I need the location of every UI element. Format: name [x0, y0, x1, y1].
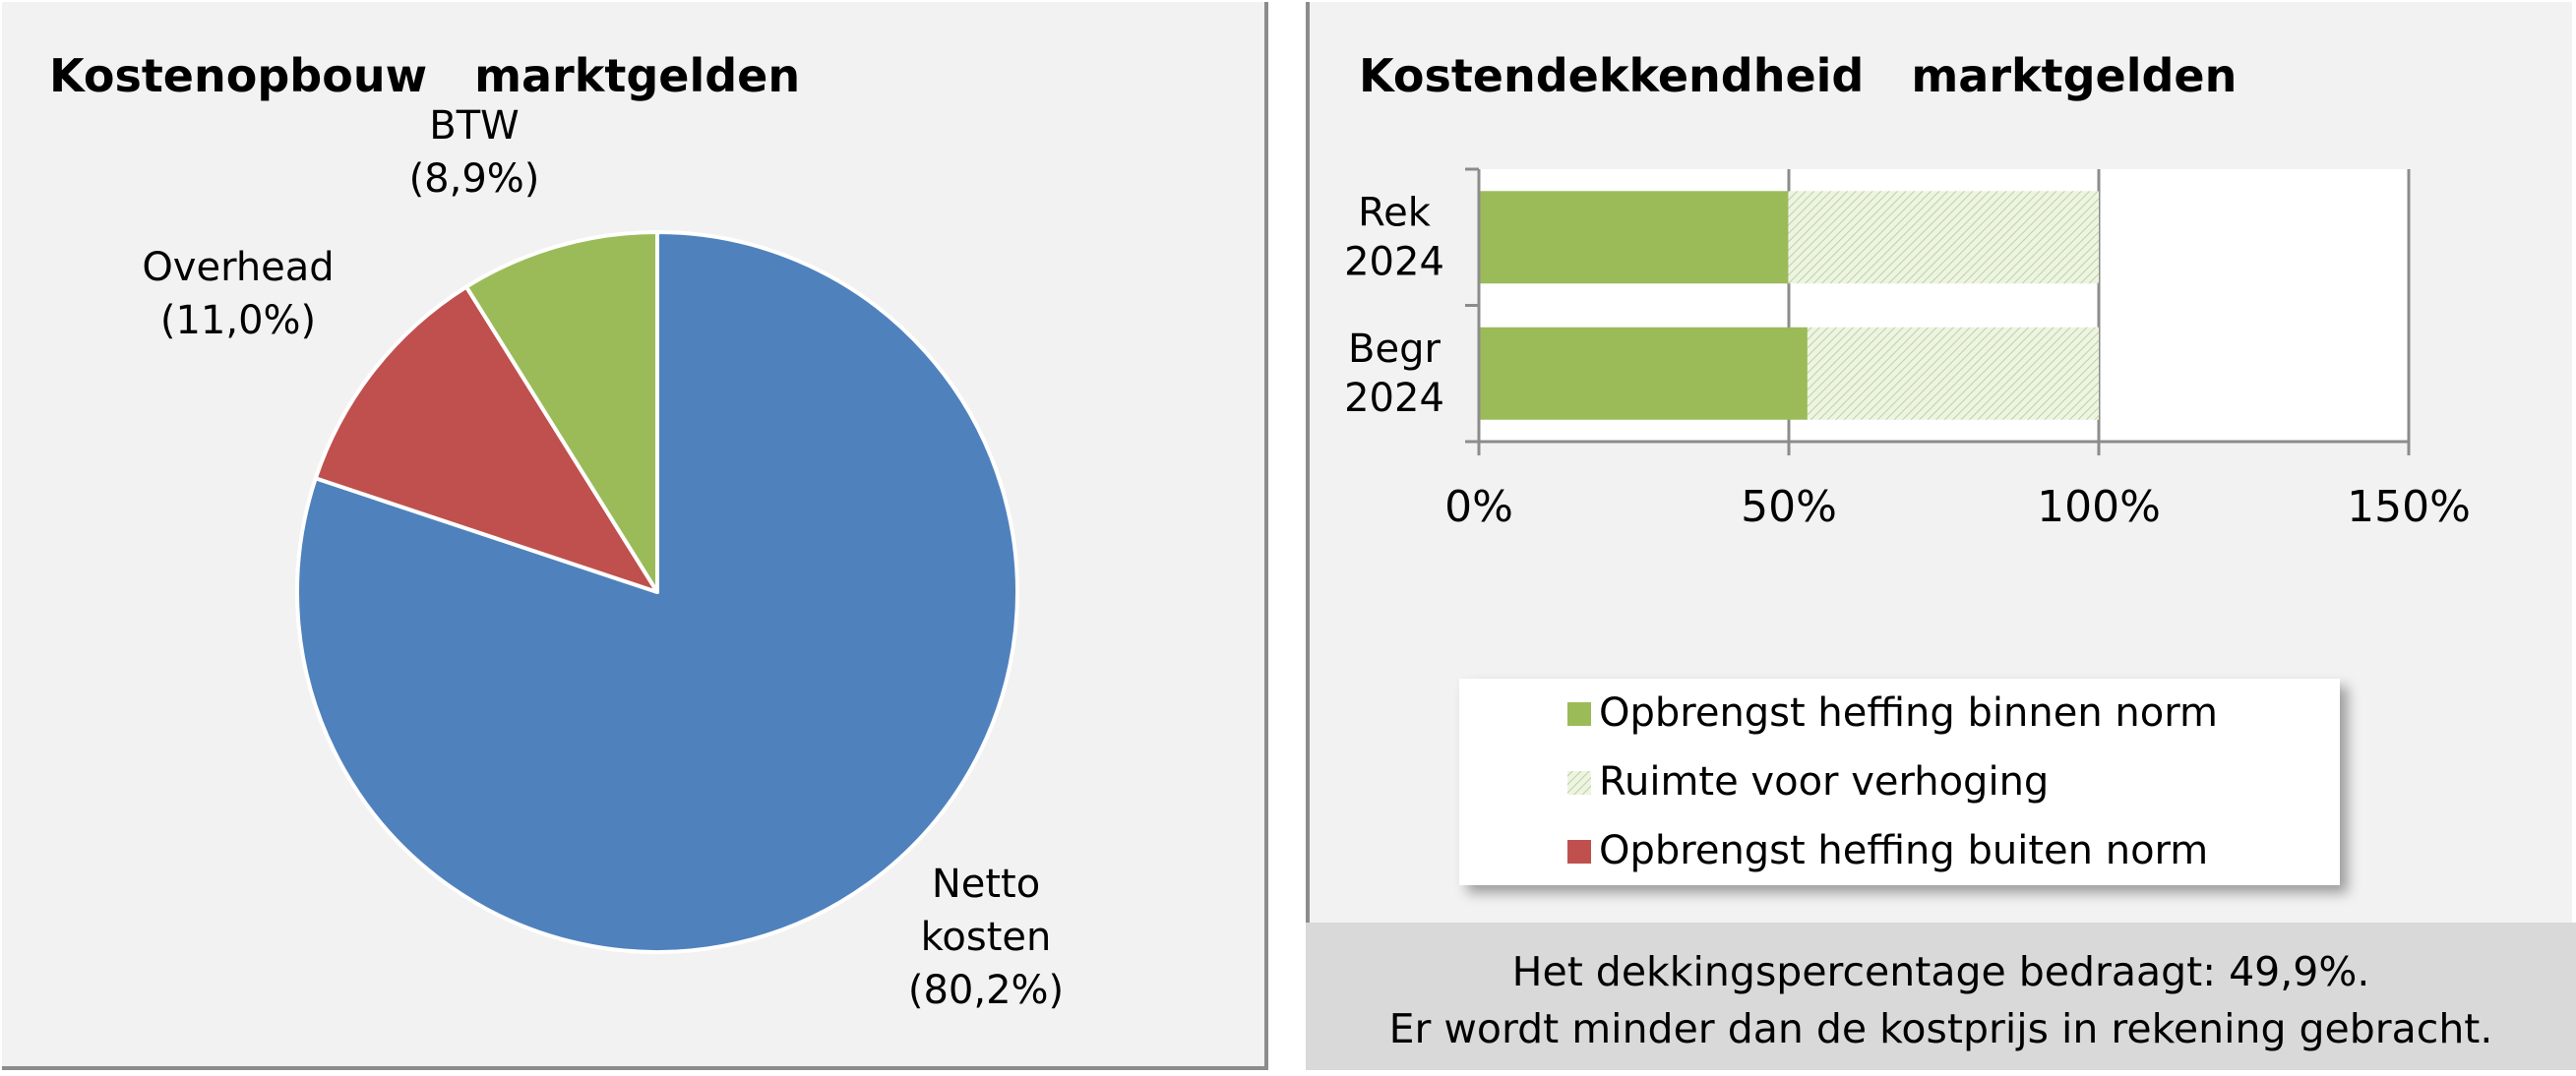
category-label-begr-2024: Begr 2024 [1344, 327, 1444, 421]
cost-coverage-panel: Kostendekkendheid marktgelden Rek 2024 Beg… [1306, 2, 2576, 1070]
bar-rek-2024-series-1 [1788, 191, 2099, 284]
legend-label-ruimte: Ruimte voor verhoging [1599, 759, 2050, 805]
coverage-note: Het dekkingspercentage bedraagt: 49,9%. … [1306, 923, 2576, 1070]
pie-slice-btw [464, 230, 659, 594]
bar-chart-legend: Opbrengst heffing binnen norm Ruimte voo… [1459, 679, 2340, 885]
cost-structure-panel: Kostenopbouw marktgelden Netto kosten (80,… [2, 2, 1268, 1070]
coverage-note-line-1: Het dekkingspercentage bedraagt: 49,9%. [1511, 948, 2370, 995]
cost-structure-pie-chart: Netto kosten (80,2%) Overhead (11,0%) BTW (8,9… [142, 103, 1064, 1013]
legend-swatch-ruimte [1567, 771, 1591, 795]
legend-swatch-buiten-norm [1567, 840, 1591, 864]
x-tick-label: 150% [2347, 482, 2471, 532]
bar-begr-2024-series-0 [1479, 327, 1808, 420]
category-label-rek-2024: Rek 2024 [1344, 190, 1444, 284]
bar-begr-2024-series-1 [1807, 327, 2099, 420]
x-tick-label: 50% [1741, 482, 1837, 532]
pie-chart-title: Kostenopbouw marktgelden [49, 49, 801, 102]
legend-swatch-binnen-norm [1567, 702, 1591, 726]
x-tick-label: 100% [2037, 482, 2161, 532]
bar-rek-2024-series-0 [1479, 191, 1789, 284]
pie-label-btw: BTW (8,9%) [409, 103, 540, 202]
legend-label-buiten-norm: Opbrengst heffing buiten norm [1599, 828, 2209, 873]
coverage-note-line-2: Er wordt minder dan de kostprijs in reke… [1388, 1005, 2493, 1052]
bar-chart-title: Kostendekkendheid marktgelden [1359, 49, 2238, 102]
pie-label-netto-kosten: Netto kosten (80,2%) [908, 862, 1064, 1013]
x-tick-label: 0% [1444, 482, 1513, 532]
pie-slice-overhead [313, 284, 659, 594]
legend-label-binnen-norm: Opbrengst heffing binnen norm [1599, 690, 2218, 736]
pie-label-overhead: Overhead (11,0%) [142, 245, 334, 343]
cost-coverage-bar-chart: Rek 2024 Begr 2024 0% 50% 100% 150% [1344, 167, 2471, 532]
